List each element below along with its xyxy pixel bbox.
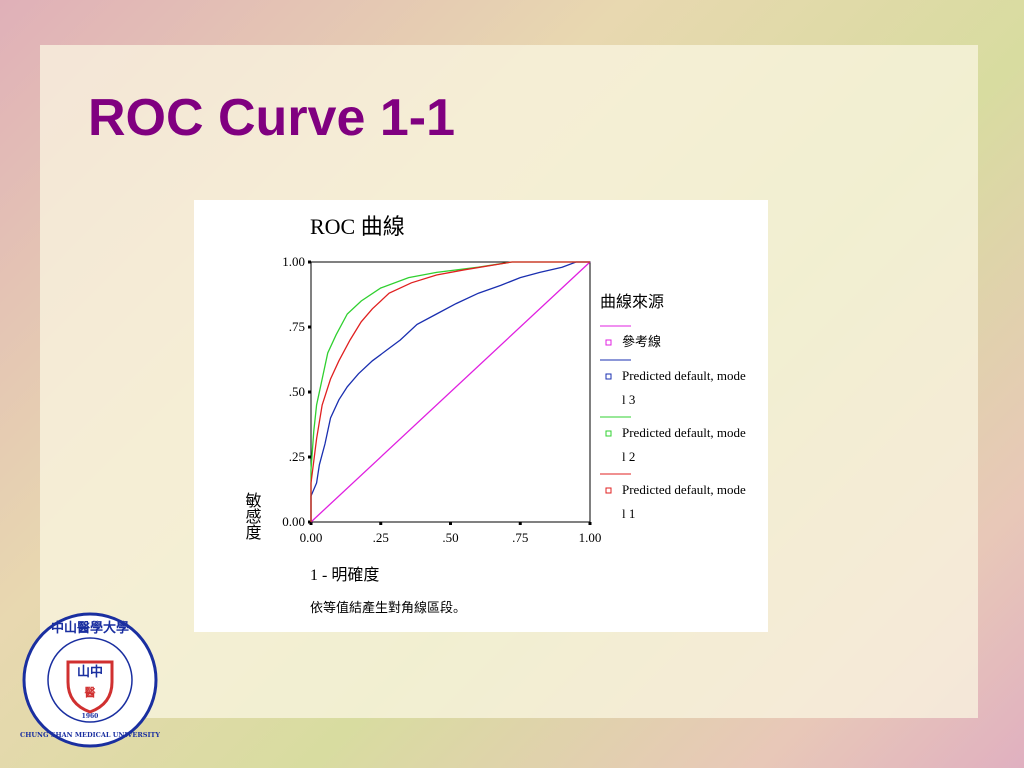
legend-marker bbox=[605, 339, 612, 346]
legend-marker bbox=[605, 373, 612, 380]
y-tick-label: .75 bbox=[289, 319, 305, 334]
chart-note: 依等值結產生對角線區段。 bbox=[310, 600, 466, 615]
logo-shield bbox=[66, 660, 114, 714]
x-axis-label: 1 - 明確度 bbox=[310, 566, 379, 584]
roc-line bbox=[310, 261, 590, 522]
roc-line bbox=[310, 261, 590, 522]
y-axis-label: 敏感度 bbox=[243, 492, 262, 540]
x-tick-label: 1.00 bbox=[579, 530, 602, 545]
x-tick-label: .25 bbox=[373, 530, 389, 545]
legend-label: 參考線 bbox=[622, 334, 662, 349]
roc-line bbox=[310, 261, 590, 522]
x-tick-label: .75 bbox=[512, 530, 528, 545]
logo-emblem-sub: 醫 bbox=[85, 686, 96, 699]
logo-name-cn: 中山醫學大學 bbox=[51, 620, 129, 636]
chart-title: ROC 曲線 bbox=[310, 214, 405, 239]
legend-label: Predicted default, model 1 bbox=[622, 482, 746, 521]
legend-title: 曲線來源 bbox=[600, 293, 664, 311]
logo-inner bbox=[47, 637, 133, 723]
logo-emblem: 山中 bbox=[77, 664, 103, 680]
y-tick-label: 1.00 bbox=[282, 254, 305, 269]
logo-name-en: CHUNG SHAN MEDICAL UNIVERSITY bbox=[20, 731, 160, 739]
y-tick-label: 0.00 bbox=[282, 514, 305, 529]
logo: 中山醫學大學 CHUNG SHAN MEDICAL UNIVERSITY 山中 … bbox=[20, 612, 160, 748]
y-tick-label: .50 bbox=[289, 384, 305, 399]
x-tick-label: .50 bbox=[442, 530, 458, 545]
legend-label: Predicted default, model 2 bbox=[622, 425, 746, 464]
x-tick-label: 0.00 bbox=[300, 530, 323, 545]
chart: ROC 曲線 1 - 明確度 敏感度 依等值結產生對角線區段。 曲線來源 0.0… bbox=[194, 200, 768, 632]
roc-line bbox=[310, 261, 591, 523]
y-tick-label: .25 bbox=[289, 449, 305, 464]
legend-label: Predicted default, model 3 bbox=[622, 368, 746, 407]
slide-title: ROC Curve 1-1 bbox=[88, 89, 455, 147]
logo-year: 1960 bbox=[82, 713, 99, 720]
legend-marker bbox=[605, 487, 612, 494]
chart-svg: ROC 曲線 1 - 明確度 敏感度 依等值結產生對角線區段。 曲線來源 0.0… bbox=[243, 214, 665, 615]
legend-marker bbox=[605, 430, 612, 437]
